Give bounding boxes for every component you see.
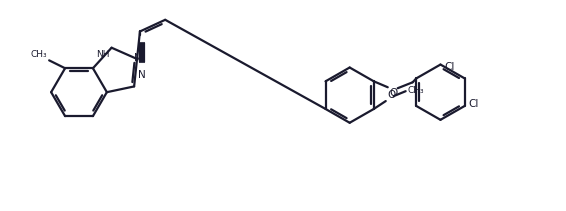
Text: Cl: Cl [444, 62, 455, 72]
Text: N: N [134, 53, 142, 63]
Text: CH₃: CH₃ [31, 50, 47, 59]
Text: O: O [388, 90, 396, 100]
Text: O: O [390, 88, 398, 98]
Text: NH: NH [96, 50, 110, 59]
Text: Cl: Cl [469, 99, 479, 109]
Text: N: N [138, 70, 146, 80]
Text: CH₃: CH₃ [408, 86, 424, 95]
